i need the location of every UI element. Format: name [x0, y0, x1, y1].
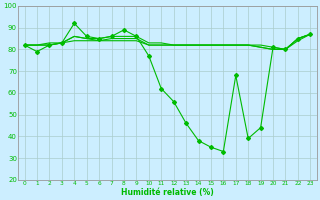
X-axis label: Humidité relative (%): Humidité relative (%) [121, 188, 214, 197]
